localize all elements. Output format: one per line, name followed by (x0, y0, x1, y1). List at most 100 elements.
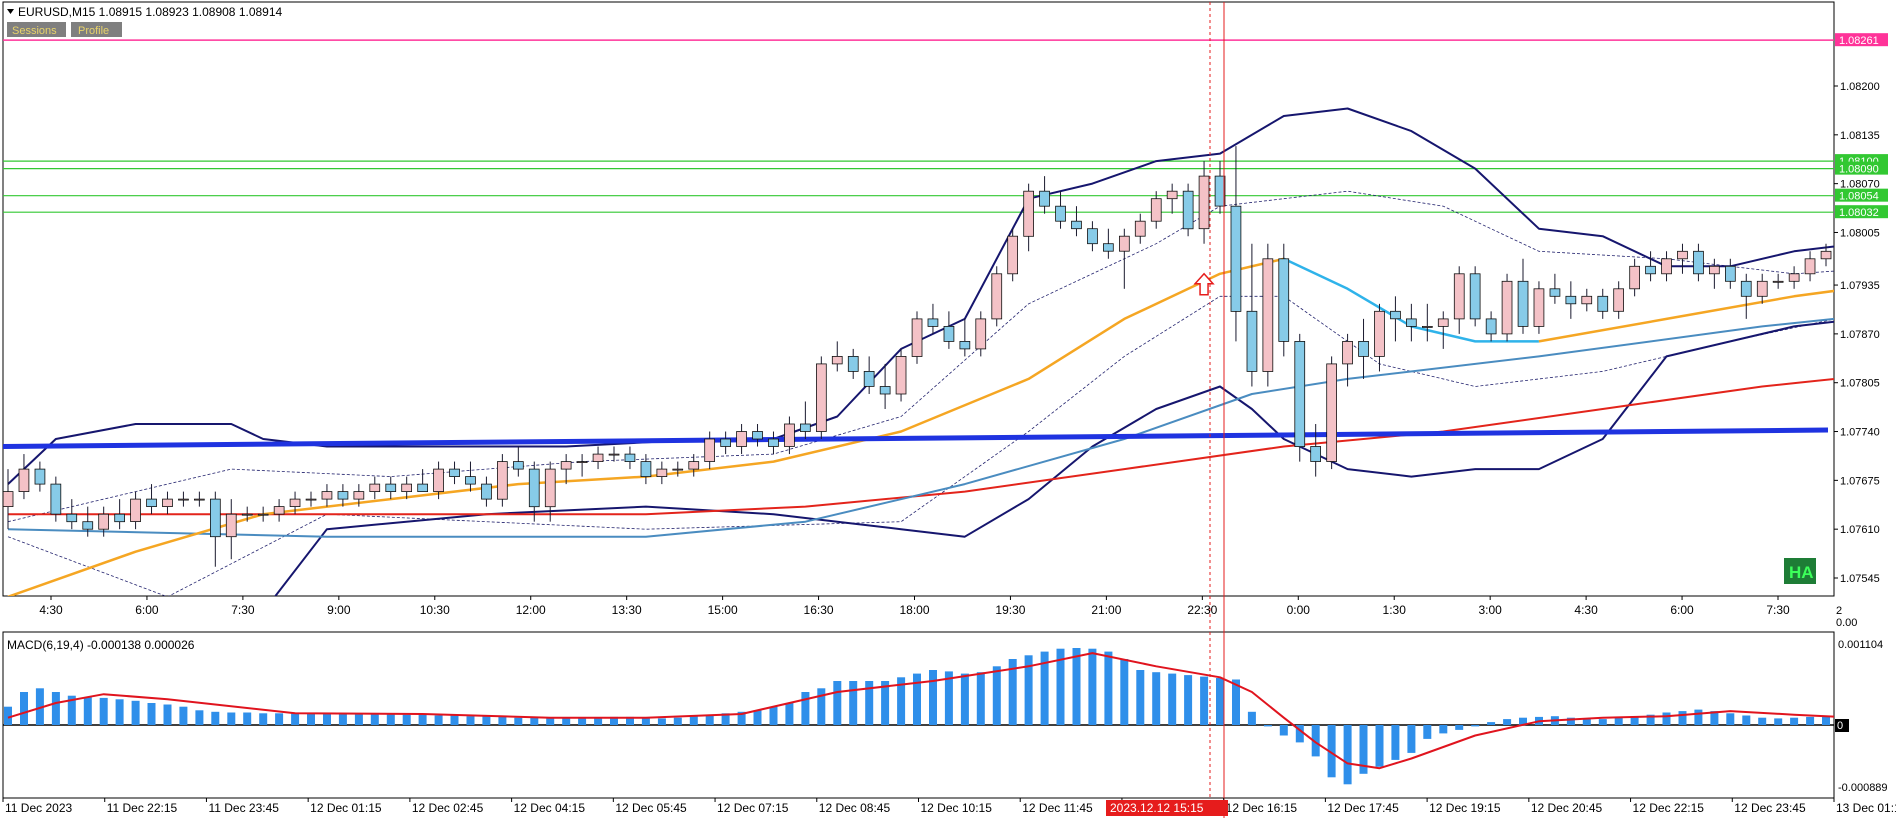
candle-body (752, 431, 763, 440)
price-tick-label: 1.08070 (1840, 179, 1880, 191)
macd-histogram-bar (131, 700, 140, 725)
sessions-button[interactable]: Sessions (7, 22, 66, 37)
macd-histogram-bar (929, 670, 937, 725)
candle-body (417, 483, 429, 493)
macd-histogram-bar (1232, 679, 1240, 725)
macd-histogram-bar (1678, 711, 1687, 725)
candle-body (1071, 220, 1082, 230)
macd-histogram-bar (402, 714, 411, 725)
macd-histogram-bar (354, 714, 363, 725)
date-tick-label: 12 Dec 11:45 (1022, 801, 1093, 815)
price-tick-label: 1.07805 (1840, 378, 1880, 390)
macd-histogram-bar (211, 711, 220, 725)
candle-body (1326, 363, 1337, 462)
candle-body (672, 468, 684, 471)
macd-histogram-bar (1439, 725, 1448, 734)
macd-histogram-bar (641, 717, 650, 725)
macd-zero-label: 0 (1837, 720, 1843, 732)
macd-histogram-bar (976, 672, 985, 725)
candle-body (433, 468, 444, 493)
macd-histogram-bar (1662, 712, 1671, 725)
macd-histogram-bar (1008, 659, 1017, 725)
candle-body (289, 498, 301, 508)
time-tick-label: 22:30 (1187, 603, 1217, 617)
macd-histogram-bar (163, 704, 172, 725)
macd-histogram-bar (338, 714, 347, 725)
candle-body (1437, 318, 1449, 327)
macd-histogram-bar (817, 688, 826, 725)
macd-histogram-bar (1311, 725, 1320, 757)
candle-body (1406, 318, 1417, 327)
price-tick-label: 1.07610 (1840, 524, 1880, 536)
candle-body (162, 498, 173, 508)
candle-body (193, 498, 205, 501)
time-tick-label: 10:30 (420, 603, 450, 617)
ha-badge[interactable]: HA (1784, 558, 1816, 584)
time-tick-extra: 2 (1836, 605, 1842, 617)
candle-body (911, 318, 923, 357)
candle-body (1342, 340, 1353, 365)
macd-histogram-bar (1088, 648, 1097, 725)
candle-body (1788, 273, 1800, 282)
candle-body (784, 423, 795, 447)
date-tick-label: 12 Dec 01:15 (310, 801, 382, 815)
candle-body (704, 438, 716, 462)
dropdown-triangle-icon[interactable] (7, 9, 14, 14)
time-tick-label: 6:00 (135, 603, 159, 617)
macd-histogram-bar (1104, 651, 1113, 725)
envelope-lower-line (7, 295, 1834, 596)
macd-header: MACD(6,19,4) -0.000138 0.000026 (7, 638, 195, 652)
macd-histogram-bar (657, 718, 666, 725)
date-tick-label: 12 Dec 04:15 (514, 801, 586, 815)
macd-histogram-bar (865, 681, 874, 725)
macd-histogram-bar (801, 692, 810, 725)
macd-histogram-bar (562, 718, 571, 725)
macd-zero-box (1835, 719, 1849, 732)
candle-body (656, 468, 668, 478)
macd-histogram-bar (594, 717, 603, 725)
profile-button[interactable]: Profile (71, 22, 122, 37)
macd-histogram-bar (227, 712, 236, 725)
macd-histogram-bar (67, 695, 76, 725)
macd-histogram-bar (897, 677, 906, 725)
macd-histogram-bar (498, 716, 507, 725)
macd-histogram-bar (514, 717, 523, 725)
macd-histogram-bar (992, 666, 1001, 725)
macd-histogram-bar (1630, 716, 1639, 725)
macd-histogram-bar (1056, 648, 1065, 725)
candle-body (1390, 310, 1401, 320)
macd-histogram-bar (1391, 725, 1400, 760)
macd-histogram-bar (1566, 717, 1575, 725)
candle-body (34, 468, 46, 485)
macd-histogram-bar (1503, 719, 1512, 725)
macd-histogram-bar (482, 716, 491, 725)
candle-body (1709, 265, 1720, 275)
candle-body (18, 468, 30, 493)
candle-body (130, 498, 141, 523)
macd-histogram-bar (1582, 718, 1591, 725)
candle-body (544, 468, 556, 508)
time-tick-label: 21:00 (1091, 603, 1121, 617)
candle-body (1134, 220, 1146, 237)
macd-histogram-bar (1870, 718, 1878, 725)
macd-histogram-bar (1614, 717, 1623, 725)
macd-histogram-bar (1886, 717, 1894, 725)
macd-histogram-bar (753, 710, 762, 725)
blue-level-line (3, 427, 1829, 450)
macd-histogram-bar (705, 714, 714, 725)
macd-histogram-bar (243, 712, 252, 725)
date-tick-label: 12 Dec 22:15 (1633, 801, 1705, 815)
time-tick-label: 19:30 (995, 603, 1025, 617)
macd-histogram-bar (785, 703, 794, 725)
candle-body (560, 461, 572, 470)
candle-body (1182, 190, 1194, 230)
macd-histogram-bar (1375, 725, 1384, 767)
candle-body (847, 355, 859, 372)
macd-histogram-bar (1247, 711, 1256, 725)
macd-histogram-bar (1040, 651, 1049, 725)
date-tick-label: 13 Dec 01:15 (1836, 801, 1896, 815)
time-tick-label: 7:30 (231, 603, 255, 617)
macd-histogram-bar (1295, 725, 1304, 743)
macd-histogram-bar (1694, 709, 1703, 725)
svg-text:Sessions: Sessions (12, 25, 57, 37)
